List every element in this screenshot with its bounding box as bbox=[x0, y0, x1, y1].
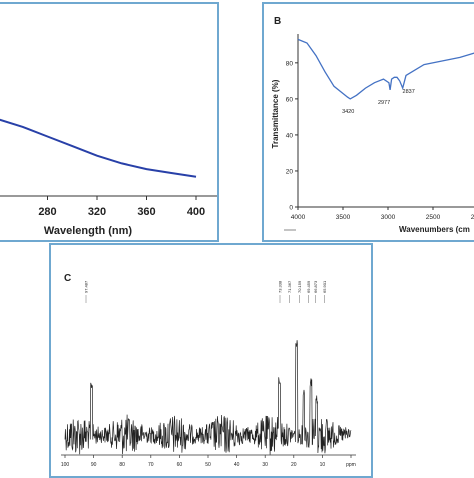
nmr-peak-label: 66.873 bbox=[313, 280, 318, 293]
nmr-xtick-label: ppm bbox=[346, 462, 356, 468]
uv-chart: 280 320 360 400 Wavelength (nm) bbox=[0, 118, 217, 237]
ftir-peak-annotation: 2977 bbox=[378, 100, 390, 106]
uv-series-line bbox=[0, 118, 197, 178]
nmr-peak-label: 71.367 bbox=[287, 280, 292, 293]
panel-b-ftir-spectrum: B 4000 3500 3000 2500 2000 0 20 40 60 80 3420 2977… bbox=[262, 2, 474, 242]
uv-xtick-label: 320 bbox=[88, 206, 106, 218]
ftir-ytick-label: 60 bbox=[286, 96, 294, 103]
nmr-xtick-label: 20 bbox=[291, 462, 297, 468]
ftir-series-line bbox=[297, 38, 474, 100]
ftir-xtick-label: 3000 bbox=[381, 214, 396, 221]
nmr-xtick-label: 50 bbox=[205, 462, 211, 468]
panel-b-label: B bbox=[274, 16, 281, 27]
nmr-series-line bbox=[64, 340, 352, 455]
nmr-xtick-label: 60 bbox=[177, 462, 183, 468]
nmr-peak-label: 97.487 bbox=[84, 280, 89, 293]
nmr-peak-label: 73.338 bbox=[278, 280, 283, 293]
ftir-ytick-label: 40 bbox=[286, 132, 294, 139]
nmr-peak-label: 70.159 bbox=[297, 280, 302, 293]
panel-a-uv-spectrum: 280 320 360 400 Wavelength (nm) bbox=[0, 2, 219, 242]
ftir-chart: B 4000 3500 3000 2500 2000 0 20 40 60 80 3420 2977… bbox=[271, 16, 474, 234]
nmr-xtick-label: 90 bbox=[91, 462, 97, 468]
ftir-ytick-label: 80 bbox=[286, 60, 294, 67]
panel-c-nmr-spectrum: C 97.487 73.338 71.367 70.159 69.459 66.873 65… bbox=[49, 243, 373, 478]
uv-xtick-label: 360 bbox=[137, 206, 155, 218]
nmr-chart: C 97.487 73.338 71.367 70.159 69.459 66.873 65… bbox=[61, 273, 356, 468]
ftir-xlabel: Wavenumbers (cm bbox=[399, 225, 470, 234]
ftir-ytick-label: 20 bbox=[286, 168, 294, 175]
nmr-xtick-label: 40 bbox=[234, 462, 240, 468]
ftir-ytick-label: 0 bbox=[289, 205, 293, 212]
uv-xtick-label: 400 bbox=[187, 206, 205, 218]
ftir-peak-annotation: 3420 bbox=[342, 109, 354, 115]
ftir-xtick-label: 4000 bbox=[291, 214, 306, 221]
uv-xtick-label: 280 bbox=[38, 206, 56, 218]
nmr-xtick-label: 70 bbox=[148, 462, 154, 468]
ftir-xtick-label: 2500 bbox=[426, 214, 441, 221]
nmr-peak-label: 65.901 bbox=[322, 280, 327, 293]
nmr-xtick-label: 80 bbox=[119, 462, 125, 468]
ftir-ylabel: Transmittance (%) bbox=[271, 79, 280, 148]
ftir-xtick-label: 3500 bbox=[336, 214, 351, 221]
ftir-xtick-label: 2000 bbox=[471, 214, 474, 221]
nmr-xtick-label: 10 bbox=[320, 462, 326, 468]
ftir-peak-annotation: 2837 bbox=[403, 89, 415, 95]
nmr-xtick-label: 100 bbox=[61, 462, 70, 468]
nmr-peak-label: 69.459 bbox=[306, 280, 311, 293]
nmr-xtick-label: 30 bbox=[262, 462, 268, 468]
panel-c-label: C bbox=[64, 273, 71, 284]
uv-xlabel: Wavelength (nm) bbox=[44, 225, 133, 237]
